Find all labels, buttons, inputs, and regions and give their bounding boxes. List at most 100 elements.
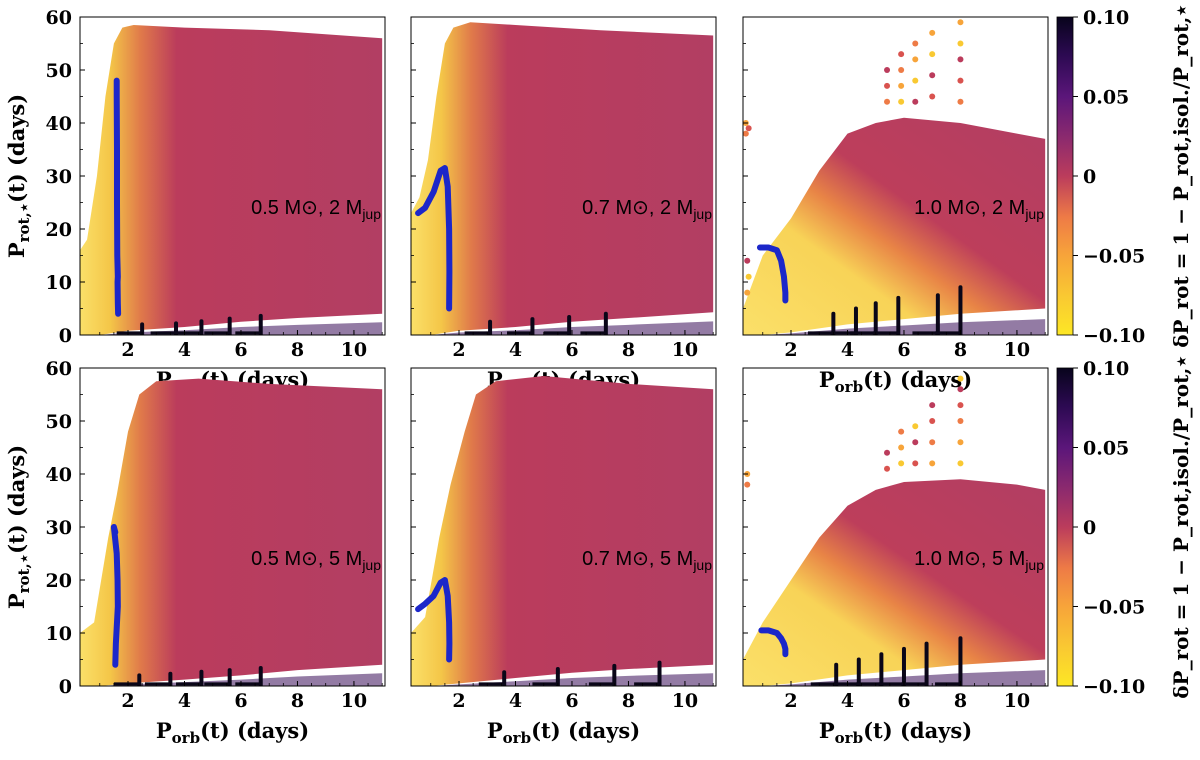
x-tick-label: 4	[841, 690, 854, 712]
y-tick-label: 40	[46, 464, 72, 486]
colorbar-1: 0.10 0.05 0 −0.05 −0.10 δP_rot = 1 − P_rot,is…	[1056, 4, 1193, 348]
x-tick-label: 6	[565, 690, 578, 712]
scatter-point	[745, 273, 752, 280]
x-tick-label: 2	[452, 690, 465, 712]
x-tick-label: 8	[622, 339, 635, 361]
color-density-region	[80, 24, 383, 335]
panel-plot-area	[80, 378, 383, 686]
y-tick-label: 20	[46, 570, 72, 592]
scatter-point	[744, 289, 751, 296]
scatter-point	[898, 428, 905, 435]
x-tick-label: 4	[178, 690, 191, 712]
y-axis-label: Prot,⋆(t) (days)	[4, 445, 33, 609]
scatter-point	[957, 386, 964, 393]
colorbar-tick-label: 0.10	[1083, 7, 1129, 29]
x-tick-label: 2	[452, 339, 465, 361]
scatter-point	[898, 460, 905, 467]
colorbar-tick-label: 0	[1083, 517, 1096, 539]
low-period-dark-strip	[743, 670, 1046, 686]
colorbar-tick-label: 0.05	[1083, 438, 1129, 460]
x-tick-label: 6	[234, 690, 247, 712]
scatter-point	[898, 444, 905, 451]
scatter-point	[912, 56, 919, 63]
scatter-point	[957, 402, 964, 409]
panel-annotation: 1.0 M⊙, 5 Mjup	[914, 548, 1044, 573]
colorbar-gradient	[1056, 367, 1074, 687]
x-tick-label: 8	[291, 690, 304, 712]
scatter-point	[884, 449, 891, 456]
x-tick-label: 8	[291, 339, 304, 361]
scatter-point	[884, 82, 891, 89]
scatter-point	[929, 29, 936, 36]
y-tick-label: 50	[46, 411, 72, 433]
x-tick-label: 10	[341, 339, 367, 361]
colorbar-tick-label: −0.05	[1083, 597, 1145, 619]
scatter-point	[898, 82, 905, 89]
scatter-point	[957, 56, 964, 63]
scatter-point	[929, 72, 936, 79]
y-tick-label: 30	[46, 517, 72, 539]
panel-5: 2 4 6 8 10 0.7 M⊙, 5 Mjup Porb(t) (days)	[410, 367, 717, 747]
x-tick-label: 4	[841, 339, 854, 361]
color-density-region	[411, 22, 714, 335]
panel-plot-area	[743, 19, 1046, 335]
panel-plot-area	[80, 24, 383, 335]
x-tick-label: 6	[234, 339, 247, 361]
scatter-point	[957, 77, 964, 84]
x-axis-label: Porb(t) (days)	[487, 718, 640, 747]
x-tick-label: 10	[1004, 690, 1030, 712]
scatter-point	[912, 77, 919, 84]
scatter-point	[957, 375, 964, 382]
x-axis-label: Porb(t) (days)	[819, 718, 972, 747]
colorbar-tick-label: 0.05	[1083, 87, 1129, 109]
panel-3: 2 4 6 8 10 1.0 M⊙, 2 Mjup Porb(t) (days)	[742, 16, 1049, 396]
scatter-point	[912, 460, 919, 467]
x-tick-label: 10	[672, 690, 698, 712]
x-axis-label: Porb(t) (days)	[156, 718, 309, 747]
colorbar-label: δP_rot = 1 − P_rot,isol./P_rot,⋆	[1169, 355, 1193, 699]
scatter-point	[884, 98, 891, 105]
blue-evolution-track	[415, 577, 453, 663]
x-tick-label: 4	[509, 690, 522, 712]
x-tick-label: 6	[565, 339, 578, 361]
y-axis-label: Prot,⋆(t) (days)	[4, 94, 33, 258]
y-tick-label: 60	[46, 358, 72, 380]
scatter-point	[912, 439, 919, 446]
x-tick-label: 2	[784, 690, 797, 712]
panel-6: 2 4 6 8 10 1.0 M⊙, 5 Mjup Porb(t) (days)	[742, 367, 1049, 747]
y-tick-label: 10	[46, 272, 72, 294]
scatter-point	[743, 130, 749, 137]
colorbar-label: δP_rot = 1 − P_rot,isol./P_rot,⋆	[1169, 4, 1193, 348]
y-tick-label: 10	[46, 623, 72, 645]
x-tick-label: 4	[509, 339, 522, 361]
blue-evolution-track	[756, 244, 789, 304]
scatter-point	[912, 40, 919, 47]
scatter-point	[929, 93, 936, 100]
x-tick-label: 2	[784, 339, 797, 361]
x-tick-label: 2	[121, 690, 134, 712]
scatter-point	[957, 98, 964, 105]
scatter-point	[929, 418, 936, 424]
scatter-point	[884, 67, 891, 73]
scatter-point	[957, 418, 964, 424]
scatter-point	[929, 439, 936, 446]
low-period-dark-strip	[743, 319, 1046, 335]
blue-evolution-track	[758, 627, 789, 658]
y-tick-label: 40	[46, 113, 72, 135]
colorbar-gradient	[1056, 16, 1074, 336]
blue-evolution-track	[113, 77, 122, 317]
color-density-region	[743, 479, 1046, 686]
y-tick-label: 0	[59, 676, 72, 698]
x-tick-label: 6	[897, 690, 910, 712]
scatter-point	[929, 51, 936, 58]
y-tick-label: 30	[46, 166, 72, 188]
scatter-point	[912, 423, 919, 430]
scatter-point	[898, 51, 905, 58]
panel-annotation: 1.0 M⊙, 2 Mjup	[914, 197, 1044, 222]
blue-evolution-track	[110, 524, 121, 668]
color-density-region	[743, 117, 1046, 335]
scatter-point	[884, 465, 891, 472]
panel-plot-area	[411, 22, 714, 335]
